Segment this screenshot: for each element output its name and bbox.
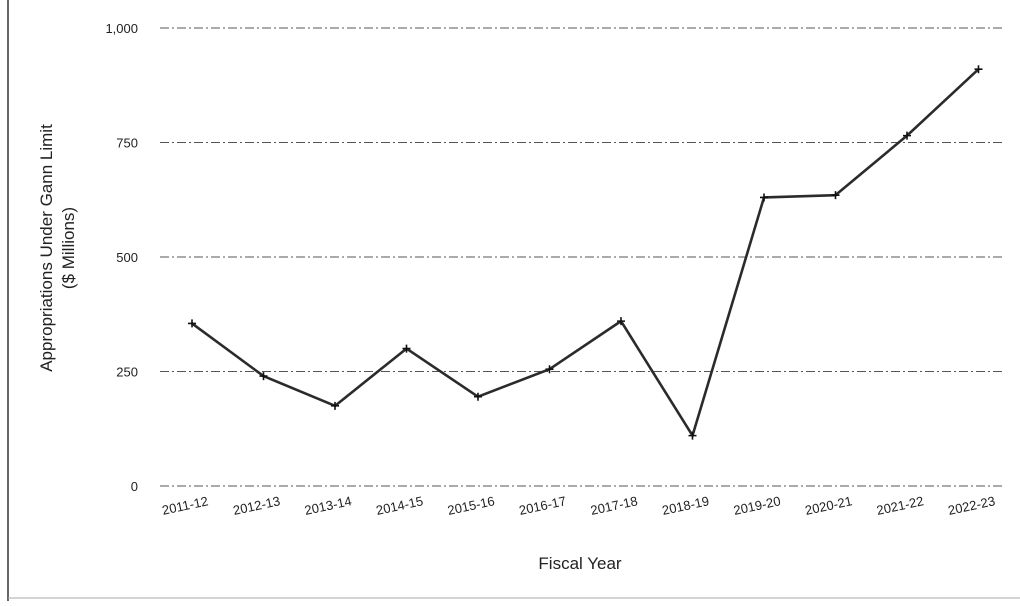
data-point-marker <box>188 319 196 328</box>
data-point-marker <box>331 401 339 410</box>
y-tick-label: 1,000 <box>105 21 138 36</box>
gridlines <box>160 27 1005 487</box>
y-axis-label-line2: ($ Millions) <box>59 207 78 289</box>
y-tick-label: 750 <box>116 136 138 151</box>
y-tick-labels: 0 250 500 750 1,000 <box>105 21 138 494</box>
x-tick-label: 2013-14 <box>303 493 353 518</box>
x-tick-label: 2020-21 <box>804 493 854 518</box>
x-tick-label: 2021-22 <box>875 493 925 518</box>
y-tick-label: 0 <box>131 479 138 494</box>
x-tick-label: 2011-12 <box>161 493 210 517</box>
x-tick-label: 2022-23 <box>947 493 997 518</box>
data-point-marker <box>545 365 554 374</box>
x-axis-label: Fiscal Year <box>538 554 621 573</box>
data-point-marker <box>617 317 625 326</box>
data-point-marker <box>688 431 697 440</box>
x-tick-label: 2019-20 <box>732 493 782 518</box>
x-tick-label: 2017-18 <box>589 493 639 518</box>
x-tick-labels: 2011-12 2012-13 2013-14 2014-15 2015-16 2016-… <box>161 493 997 518</box>
y-tick-label: 250 <box>116 365 138 380</box>
data-markers <box>188 65 983 440</box>
data-point-marker <box>974 65 983 74</box>
data-point-marker <box>402 344 411 353</box>
series-polyline <box>191 68 980 437</box>
x-tick-label: 2014-15 <box>375 493 425 518</box>
x-tick-label: 2018-19 <box>661 493 711 518</box>
data-point-marker <box>903 131 911 140</box>
data-point-marker <box>474 392 482 401</box>
data-point-marker <box>259 372 268 381</box>
data-point-marker <box>760 193 768 202</box>
x-tick-label: 2015-16 <box>446 493 496 518</box>
y-tick-label: 500 <box>116 250 138 265</box>
data-point-marker <box>831 191 840 200</box>
y-axis-label-line1: Appropriations Under Gann Limit <box>37 124 56 372</box>
x-tick-label: 2016-17 <box>518 493 568 518</box>
x-tick-label: 2012-13 <box>232 493 282 518</box>
series-line <box>191 68 980 437</box>
